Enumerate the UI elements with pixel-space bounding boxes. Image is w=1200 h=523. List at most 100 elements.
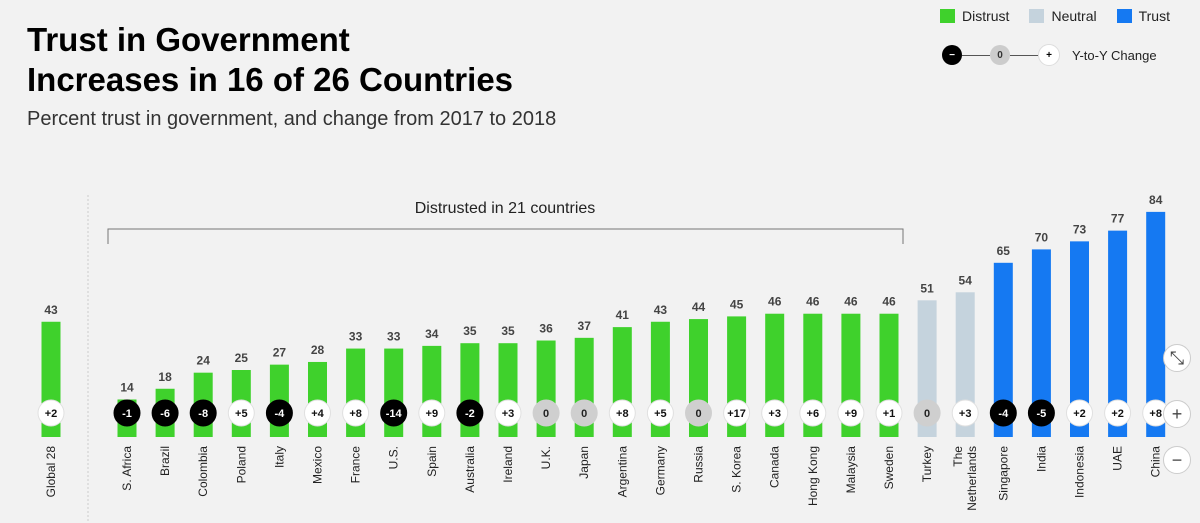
bar-value-label: 51 xyxy=(920,281,934,295)
category-label: Indonesia xyxy=(1073,446,1087,498)
category-label: Colombia xyxy=(196,446,210,497)
bar xyxy=(1070,241,1089,437)
change-circle xyxy=(418,399,446,427)
bar-value-label: 84 xyxy=(1149,193,1163,207)
category-label: Hong Kong xyxy=(806,446,820,506)
category-label: Germany xyxy=(653,446,667,495)
legend-neutral: Neutral xyxy=(1029,8,1097,24)
category-label: Japan xyxy=(577,446,591,479)
change-label: 0 xyxy=(695,408,701,420)
change-circle xyxy=(913,399,941,427)
bar-value-label: 27 xyxy=(273,346,287,360)
change-label: +17 xyxy=(727,408,746,420)
change-label: -6 xyxy=(160,408,170,420)
change-label: +3 xyxy=(959,408,972,420)
change-circle xyxy=(37,399,65,427)
change-label: -2 xyxy=(465,408,475,420)
change-circle xyxy=(570,399,598,427)
change-label: +5 xyxy=(235,408,248,420)
category-label: UAE xyxy=(1111,446,1125,471)
zoom-in-button[interactable]: + xyxy=(1163,400,1191,428)
change-circle xyxy=(989,399,1017,427)
category-label: Global 28 xyxy=(44,446,58,498)
change-label: +8 xyxy=(349,408,362,420)
category-label: Malaysia xyxy=(844,446,858,494)
change-circle xyxy=(189,399,217,427)
title-line-2: Increases in 16 of 26 Countries xyxy=(27,61,514,98)
category-label: Brazil xyxy=(158,446,172,476)
change-circle xyxy=(799,399,827,427)
bar-value-label: 65 xyxy=(997,244,1011,258)
change-label: -5 xyxy=(1037,408,1047,420)
yoy-line xyxy=(1010,54,1038,56)
chart-title: Trust in Government Increases in 16 of 2… xyxy=(27,20,513,100)
change-label: +6 xyxy=(807,408,820,420)
change-label: +2 xyxy=(1073,408,1086,420)
category-label: Poland xyxy=(234,446,248,483)
bar-value-label: 35 xyxy=(463,324,477,338)
bar-value-label: 37 xyxy=(578,319,592,333)
distrust-bracket xyxy=(107,228,904,244)
bar-value-label: 35 xyxy=(501,324,515,338)
category-label: Turkey xyxy=(920,446,934,482)
legend-label-neutral: Neutral xyxy=(1051,8,1097,24)
bar-value-label: 43 xyxy=(44,303,58,317)
bars-group: 43 +2 Global 28 14 -1 S. Africa 18 -6 Brazil 24 -8… xyxy=(37,193,1170,511)
category-label: Sweden xyxy=(882,446,896,489)
bar-value-label: 46 xyxy=(844,295,858,309)
category-label: Ireland xyxy=(501,446,515,483)
change-circle xyxy=(646,399,674,427)
change-label: 0 xyxy=(581,408,587,420)
yoy-label: Y-to-Y Change xyxy=(1072,47,1157,63)
legend-distrust: Distrust xyxy=(940,8,1009,24)
category-label: Australia xyxy=(463,446,477,493)
category-label: France xyxy=(349,446,363,484)
change-label: +9 xyxy=(845,408,858,420)
bar-value-label: 36 xyxy=(539,322,553,336)
bar-value-label: 77 xyxy=(1111,212,1125,226)
bar-value-label: 46 xyxy=(882,295,896,309)
yoy-legend: − 0 + Y-to-Y Change xyxy=(942,44,1157,66)
category-label: Russia xyxy=(692,446,706,483)
category-label: Spain xyxy=(425,446,439,477)
category-label: S. Africa xyxy=(120,446,134,491)
change-label: 0 xyxy=(543,408,549,420)
change-circle xyxy=(1066,399,1093,427)
change-circle xyxy=(1104,399,1132,427)
category-label: S. Korea xyxy=(730,446,744,493)
yoy-plus-dot: + xyxy=(1038,44,1060,66)
change-circle xyxy=(951,399,979,427)
bar-value-label: 41 xyxy=(616,308,630,322)
collapse-button[interactable]: ⤡ xyxy=(1163,344,1191,372)
zoom-out-button[interactable]: − xyxy=(1163,446,1191,474)
category-label: U.K. xyxy=(539,446,553,469)
change-circle xyxy=(342,399,370,427)
change-circle xyxy=(113,399,141,427)
title-line-1: Trust in Government xyxy=(27,21,350,58)
bar xyxy=(993,262,1013,437)
bar-value-label: 33 xyxy=(387,330,401,344)
change-label: -1 xyxy=(122,408,132,420)
legend-swatch-neutral xyxy=(1029,9,1045,23)
bar-value-label: 28 xyxy=(311,343,325,357)
bar-value-label: 43 xyxy=(654,303,668,317)
category-label: Netherlands xyxy=(965,446,979,511)
yoy-line xyxy=(962,54,990,56)
change-label: +2 xyxy=(1111,408,1124,420)
bar-value-label: 70 xyxy=(1035,230,1049,244)
yoy-minus-dot: − xyxy=(942,45,962,65)
change-circle xyxy=(1027,399,1055,427)
bar-value-label: 34 xyxy=(425,327,439,341)
legend-swatch-distrust xyxy=(940,9,955,23)
change-label: -14 xyxy=(386,408,403,420)
bar-value-label: 73 xyxy=(1073,222,1087,236)
category-label: Italy xyxy=(272,446,286,468)
category-label: India xyxy=(1034,446,1048,472)
change-label: 0 xyxy=(924,408,930,420)
chart-subtitle: Percent trust in government, and change … xyxy=(27,108,557,130)
change-circle xyxy=(265,399,293,427)
change-label: +1 xyxy=(883,408,896,420)
category-label: China xyxy=(1149,446,1163,478)
bar-value-label: 25 xyxy=(235,351,249,365)
change-label: +3 xyxy=(502,408,515,420)
